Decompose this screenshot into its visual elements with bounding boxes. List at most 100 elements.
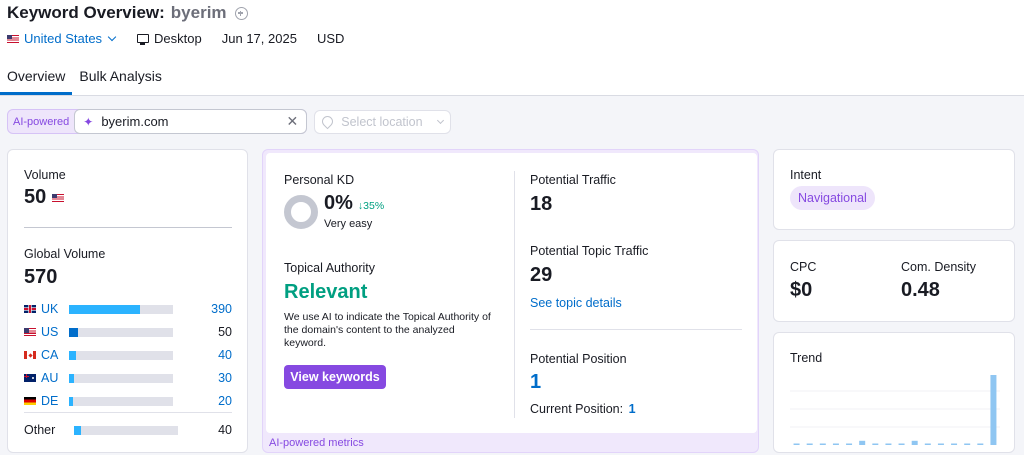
location-placeholder: Select location xyxy=(341,114,423,129)
trend-bar[interactable] xyxy=(924,443,931,446)
trend-bar[interactable] xyxy=(832,443,839,446)
share-bar-fill xyxy=(69,304,140,314)
share-bar-fill xyxy=(69,396,74,406)
trend-bar[interactable] xyxy=(911,440,918,445)
date-label[interactable]: Jun 17, 2025 xyxy=(221,31,297,46)
trend-bar[interactable] xyxy=(990,375,997,445)
device-label[interactable]: Desktop xyxy=(154,31,202,46)
chevron-down-icon xyxy=(437,116,445,124)
share-bar xyxy=(69,396,173,406)
country-code[interactable]: CA xyxy=(41,348,59,362)
country-code[interactable]: US xyxy=(41,325,59,339)
country-row-ca[interactable]: CA 40 xyxy=(24,348,232,362)
country-row-uk[interactable]: UK 390 xyxy=(24,302,232,316)
tab-bar: Overview Bulk Analysis xyxy=(0,68,169,95)
domain-input[interactable]: ✦ byerim.com ✕ xyxy=(74,109,308,134)
trend-bar[interactable] xyxy=(885,443,892,446)
country-row-us[interactable]: US 50 xyxy=(24,325,232,339)
country-volume[interactable]: 30 xyxy=(218,371,232,385)
ai-metrics-inner: Personal KD 0% ↓35% Very easy Topical Au… xyxy=(266,153,757,433)
trend-label: Trend xyxy=(790,351,823,365)
current-position-row: Current Position: 1 xyxy=(530,402,636,416)
trend-bar[interactable] xyxy=(937,443,944,446)
trend-bar[interactable] xyxy=(846,443,853,446)
sparkle-icon: ✦ xyxy=(83,114,94,129)
topical-authority-desc: We use AI to indicate the Topical Author… xyxy=(284,311,491,349)
chevron-down-icon[interactable] xyxy=(107,32,117,41)
trend-bar[interactable] xyxy=(859,440,866,445)
topical-authority-value: Relevant xyxy=(284,281,368,303)
close-icon[interactable]: ✕ xyxy=(286,113,299,129)
cpc-label: CPC xyxy=(790,260,817,274)
tab-bulk-analysis[interactable]: Bulk Analysis xyxy=(79,68,162,84)
potential-topic-traffic-value: 29 xyxy=(530,264,553,286)
divider xyxy=(24,227,232,228)
potential-traffic-value: 18 xyxy=(530,193,553,215)
volume-value-row: 50 xyxy=(24,186,65,209)
share-bar-fill xyxy=(74,425,82,435)
divider xyxy=(530,329,742,330)
com-density-label: Com. Density xyxy=(901,260,977,274)
trend-bar[interactable] xyxy=(806,443,813,446)
title-keyword: byerim xyxy=(170,3,227,22)
see-topic-details-link[interactable]: See topic details xyxy=(530,296,622,310)
trend-card: Trend xyxy=(773,332,1015,453)
cpc-card: CPC $0 Com. Density 0.48 xyxy=(773,240,1015,322)
share-bar-fill xyxy=(69,350,77,360)
trend-bar[interactable] xyxy=(819,443,826,446)
country-volume[interactable]: 20 xyxy=(218,394,232,408)
filter-row: AI-powered ✦ byerim.com ✕ Select locatio… xyxy=(7,109,452,134)
trend-bar[interactable] xyxy=(951,443,958,446)
share-bar-fill xyxy=(69,373,75,383)
trend-bar[interactable] xyxy=(793,443,800,446)
country-code: Other xyxy=(24,423,56,437)
tab-overview[interactable]: Overview xyxy=(0,68,73,95)
potential-position-label: Potential Position xyxy=(530,352,627,366)
volume-label: Volume xyxy=(24,168,66,182)
ai-powered-filter: AI-powered ✦ byerim.com ✕ xyxy=(7,109,308,134)
trend-bar[interactable] xyxy=(977,443,984,446)
trend-bar[interactable] xyxy=(872,443,879,446)
au-flag-icon xyxy=(24,374,36,382)
share-bar xyxy=(69,327,173,337)
country-code[interactable]: DE xyxy=(41,394,59,408)
country-row-au[interactable]: AU 30 xyxy=(24,371,232,385)
view-keywords-button[interactable]: View keywords xyxy=(284,365,386,389)
ai-powered-label: AI-powered xyxy=(13,115,70,128)
volume-card: Volume 50 Global Volume 570 UK 390 US 50… xyxy=(7,149,248,453)
personal-kd-desc: Very easy xyxy=(324,218,373,230)
ca-flag-icon xyxy=(24,351,36,359)
add-to-list-icon[interactable] xyxy=(234,6,248,20)
personal-kd-value: 0% xyxy=(324,192,353,214)
trend-bar[interactable] xyxy=(964,443,971,446)
share-bar xyxy=(74,425,178,435)
domain-value[interactable]: byerim.com xyxy=(101,114,169,129)
share-bar xyxy=(69,373,173,383)
personal-kd-value-row: 0% ↓35% xyxy=(324,192,384,215)
trend-bar[interactable] xyxy=(898,443,905,446)
global-volume-value: 570 xyxy=(24,266,58,288)
desktop-icon xyxy=(137,34,150,45)
title-prefix: Keyword Overview: xyxy=(7,3,165,22)
divider xyxy=(24,412,232,413)
us-flag-icon xyxy=(24,328,36,336)
potential-position-value[interactable]: 1 xyxy=(530,371,542,393)
com-density-value: 0.48 xyxy=(901,279,940,301)
currency-label[interactable]: USD xyxy=(316,31,345,46)
intent-badge: Navigational xyxy=(790,186,875,210)
divider xyxy=(514,171,515,418)
de-flag-icon xyxy=(24,397,36,405)
share-bar-fill xyxy=(69,327,79,337)
page-title: Keyword Overview: byerim xyxy=(7,3,248,23)
country-code[interactable]: AU xyxy=(41,371,59,385)
uk-flag-icon xyxy=(24,305,36,313)
country-volume[interactable]: 390 xyxy=(211,302,232,316)
country-code[interactable]: UK xyxy=(41,302,59,316)
country-selector[interactable]: United States xyxy=(24,31,103,46)
potential-topic-traffic-label: Potential Topic Traffic xyxy=(530,244,649,258)
country-volume[interactable]: 40 xyxy=(218,348,232,362)
country-row-de[interactable]: DE 20 xyxy=(24,394,232,408)
current-position-value[interactable]: 1 xyxy=(628,402,636,416)
us-flag-icon xyxy=(52,193,65,202)
location-select[interactable]: Select location xyxy=(314,109,452,134)
